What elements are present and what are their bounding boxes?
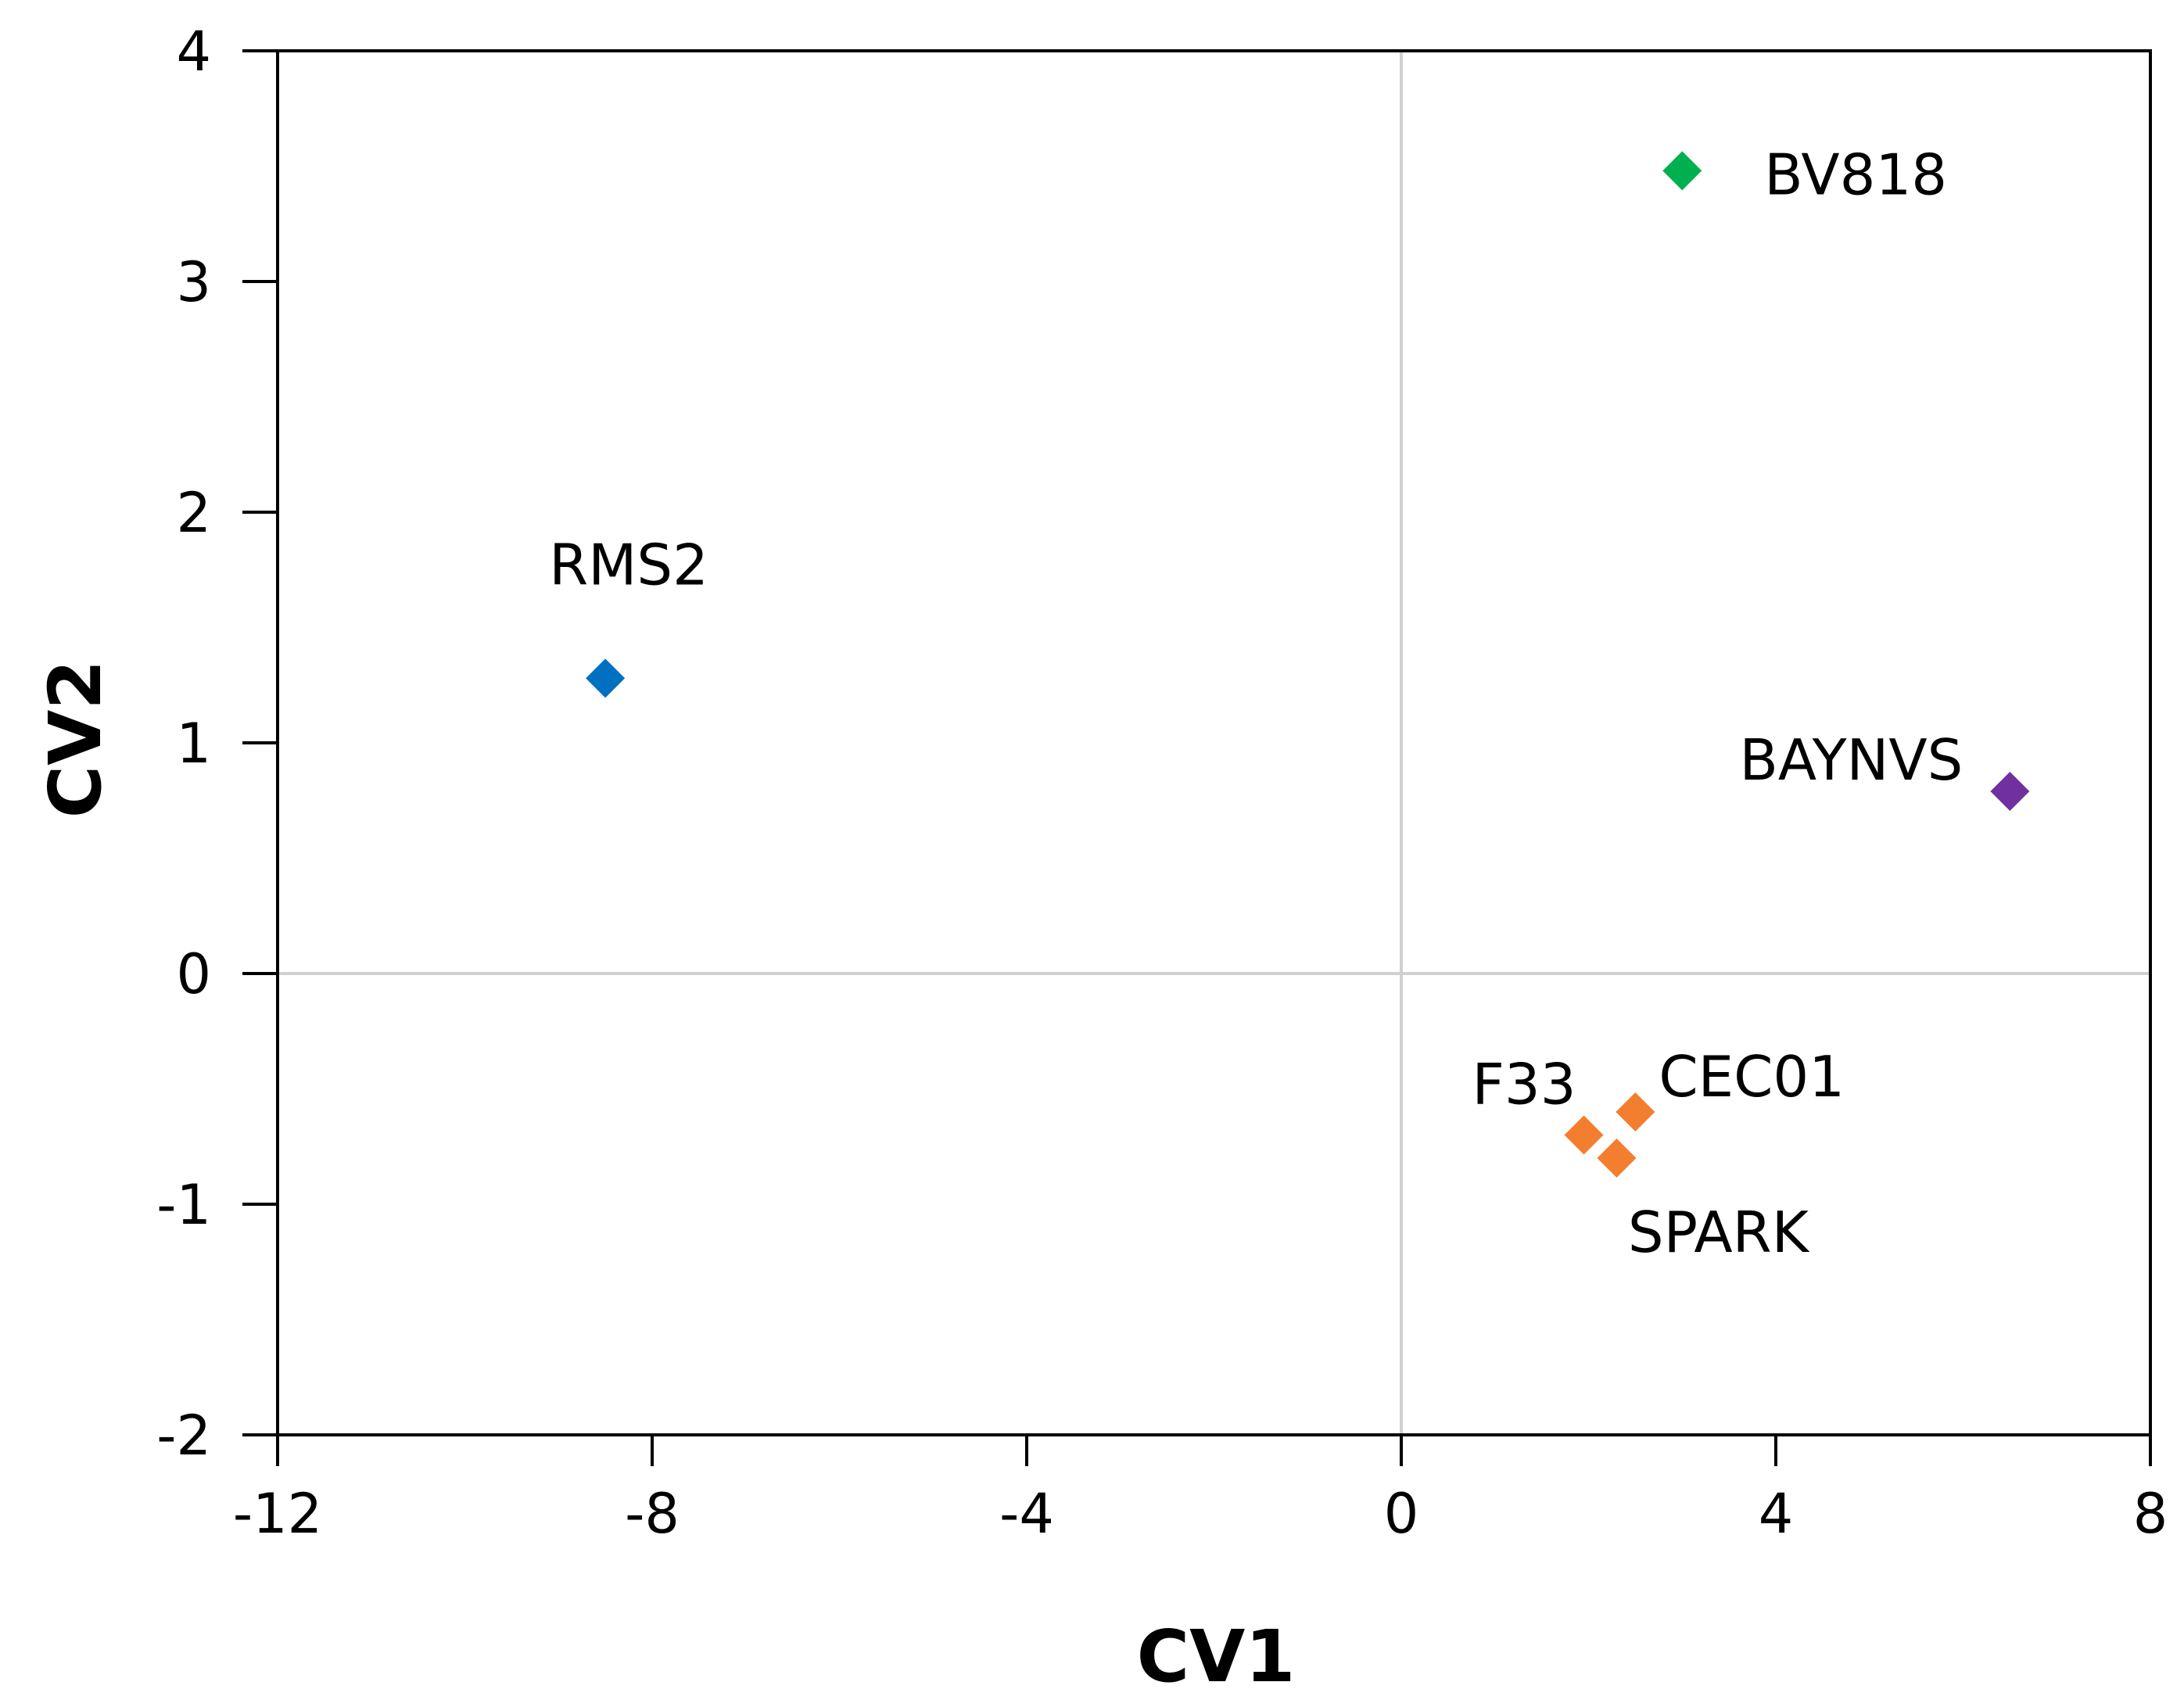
point-labels: BV818 RMS2 BAYNVS F33 CEC01 SPARK	[549, 142, 1963, 1265]
y-tick-label: -2	[156, 1404, 211, 1468]
point-rms2	[586, 658, 626, 698]
point-cec01	[1616, 1092, 1655, 1131]
y-tick-label: 4	[176, 20, 211, 84]
y-tick-label: -1	[156, 1173, 211, 1237]
point-f33	[1564, 1115, 1604, 1155]
point-label-rms2: RMS2	[549, 532, 708, 597]
x-axis-title: CV1	[1137, 1615, 1296, 1698]
y-axis-title: CV2	[34, 660, 117, 819]
y-tick-label: 0	[176, 942, 211, 1006]
y-tick-label: 1	[176, 712, 211, 776]
point-label-cec01: CEC01	[1659, 1044, 1845, 1110]
point-label-f33: F33	[1472, 1052, 1576, 1117]
x-tick-label: 4	[1759, 1482, 1794, 1546]
point-label-spark: SPARK	[1628, 1200, 1810, 1265]
point-label-bv818: BV818	[1764, 142, 1947, 207]
tick-labels: -12 -8 -4 0 4 8 -2 -1 0 1 2 3 4	[156, 20, 2168, 1546]
x-tick-label: -12	[233, 1482, 322, 1546]
data-points	[586, 151, 2030, 1178]
y-tick-label: 2	[176, 481, 211, 545]
point-baynvs	[1990, 771, 2030, 811]
x-tick-label: -8	[625, 1482, 680, 1546]
y-tick-label: 3	[176, 250, 211, 314]
x-tick-label: 8	[2133, 1482, 2168, 1546]
x-tick-label: -4	[999, 1482, 1054, 1546]
point-spark	[1597, 1139, 1637, 1178]
reference-lines	[278, 51, 2150, 1435]
point-bv818	[1662, 151, 1702, 191]
point-label-baynvs: BAYNVS	[1740, 727, 1963, 793]
x-tick-label: 0	[1384, 1482, 1419, 1546]
axes	[242, 49, 2152, 1466]
